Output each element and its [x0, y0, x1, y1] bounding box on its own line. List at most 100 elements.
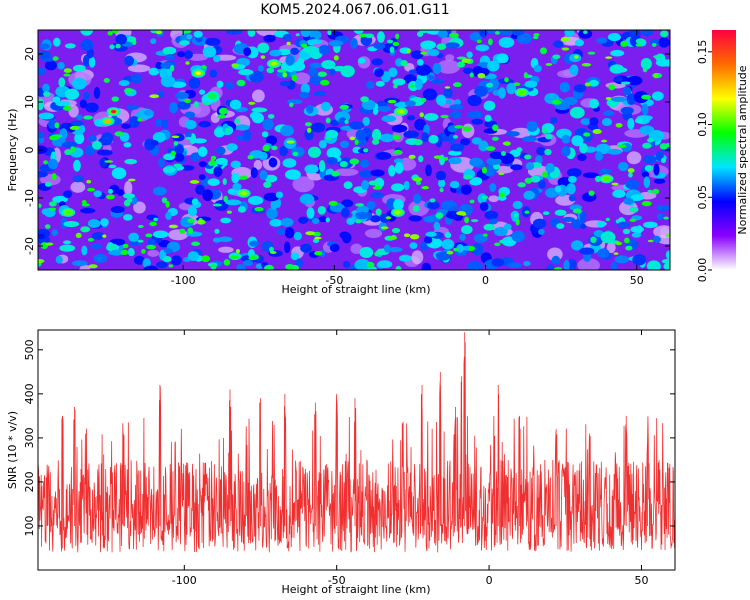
heatmap-cell	[222, 178, 227, 185]
heatmap-cell	[161, 197, 168, 204]
heatmap-cell	[349, 121, 365, 130]
heatmap-cell	[48, 201, 57, 207]
heatmap-cell	[161, 118, 168, 129]
heatmap-cell	[266, 207, 278, 220]
heatmap-cell	[651, 42, 657, 47]
heatmap-cell	[498, 172, 505, 176]
heatmap-cell	[642, 67, 648, 73]
colorbar-ticks: 0.00 0.05 0.10 0.15	[696, 40, 712, 282]
colorbar-tick-label: 0.05	[696, 185, 709, 210]
heatmap-cell	[364, 33, 374, 39]
heatmap-cell	[511, 230, 525, 243]
heatmap-cell	[79, 99, 88, 109]
heatmap-cell	[163, 248, 173, 254]
heatmap-cell	[393, 198, 404, 211]
heatmap-cell	[184, 119, 197, 130]
heatmap-cell	[306, 207, 315, 219]
heatmap-x-axis-label: Height of straight line (km)	[281, 283, 430, 296]
snr-x-tick-label: -100	[172, 574, 197, 587]
heatmap-cell	[104, 160, 114, 163]
heatmap-cell	[300, 83, 311, 95]
heatmap-cell	[186, 34, 193, 40]
heatmap-cell	[213, 166, 223, 177]
heatmap-cell	[71, 260, 88, 267]
heatmap-cell	[658, 37, 670, 48]
heatmap-cell	[631, 194, 644, 201]
heatmap-cell	[242, 259, 254, 267]
heatmap-cell	[326, 157, 338, 165]
heatmap-cell	[306, 127, 312, 133]
heatmap-cell	[524, 210, 530, 214]
heatmap-cell	[595, 175, 601, 183]
heatmap-x-tick-label: 50	[630, 274, 644, 287]
heatmap-cell	[646, 260, 661, 270]
heatmap-cell	[435, 170, 447, 181]
heatmap-cell	[317, 71, 327, 77]
heatmap-cell	[93, 254, 108, 263]
heatmap-cell	[652, 235, 661, 243]
heatmap-y-tick-label: -20	[23, 237, 36, 255]
heatmap-cell	[231, 63, 239, 68]
heatmap-cell	[223, 259, 231, 266]
heatmap-cell	[93, 190, 102, 198]
heatmap-cell	[643, 155, 657, 164]
heatmap-cell	[330, 119, 340, 127]
heatmap-cell	[631, 232, 642, 238]
heatmap-cell	[492, 124, 499, 131]
heatmap-cell	[487, 38, 493, 46]
heatmap-cell	[263, 34, 276, 43]
heatmap-cell	[327, 30, 332, 36]
heatmap-cell	[459, 233, 466, 241]
heatmap-cell	[630, 226, 644, 233]
heatmap-cell	[587, 51, 596, 55]
heatmap-cell	[339, 140, 350, 149]
heatmap-cell	[286, 41, 291, 46]
heatmap-cell	[490, 104, 496, 108]
heatmap-cell	[329, 243, 340, 253]
heatmap-cell	[147, 238, 156, 246]
heatmap-cell	[198, 121, 211, 128]
heatmap-cell	[395, 266, 402, 270]
heatmap-cell	[393, 84, 398, 89]
heatmap-cell	[187, 218, 195, 223]
heatmap-cell	[601, 139, 608, 143]
heatmap-cell	[408, 69, 417, 75]
heatmap-cell	[389, 46, 395, 54]
heatmap-cell	[254, 207, 264, 212]
heatmap-cell	[409, 234, 420, 240]
heatmap-cell	[620, 81, 631, 85]
heatmap-cell	[312, 238, 320, 244]
heatmap-cell	[623, 86, 632, 96]
heatmap-cell	[462, 126, 472, 132]
heatmap-cell	[103, 77, 110, 84]
heatmap-cell	[107, 31, 113, 36]
heatmap-cell	[59, 244, 76, 252]
heatmap-cell	[592, 128, 602, 135]
heatmap-cell	[647, 189, 653, 194]
heatmap-cell	[202, 189, 213, 202]
heatmap-cell	[217, 236, 233, 243]
heatmap-cell	[449, 104, 464, 110]
heatmap-cell	[155, 261, 168, 269]
heatmap-cell	[150, 38, 157, 45]
heatmap-cell	[184, 98, 192, 103]
heatmap-cell	[477, 73, 486, 79]
heatmap-cell	[38, 259, 45, 264]
heatmap-cell	[603, 110, 615, 117]
heatmap-cell	[129, 240, 142, 246]
heatmap-cell	[467, 110, 483, 119]
heatmap-cell	[607, 32, 621, 42]
heatmap-cell	[291, 146, 305, 158]
heatmap-cell	[153, 217, 158, 222]
heatmap-cell	[656, 213, 664, 221]
heatmap-cell	[584, 82, 591, 87]
heatmap-cell	[261, 131, 269, 138]
heatmap-cell	[325, 117, 331, 124]
heatmap-cell	[81, 199, 87, 205]
heatmap-cell	[568, 194, 577, 202]
heatmap-cell	[137, 117, 143, 122]
heatmap-cell	[561, 134, 571, 144]
heatmap-cell	[359, 159, 370, 168]
heatmap-cell	[87, 218, 101, 228]
heatmap-cell	[542, 211, 550, 216]
